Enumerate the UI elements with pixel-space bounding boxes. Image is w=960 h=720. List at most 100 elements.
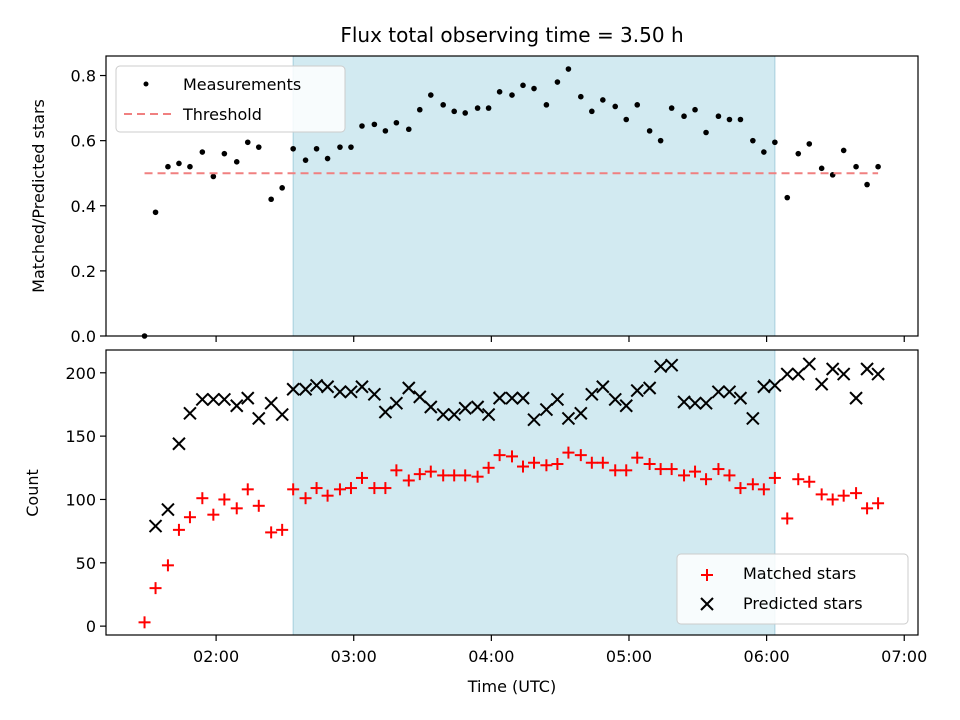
predicted-star-point <box>378 405 393 419</box>
predicted-star-point <box>492 391 507 405</box>
measurement-point <box>416 106 423 113</box>
matched-star-point <box>540 459 553 472</box>
measurement-point <box>405 126 412 133</box>
legend-threshold-label: Threshold <box>182 105 262 124</box>
predicted-star-point <box>206 392 221 407</box>
ratio-y-ticks: 0.0 0.2 0.4 0.6 0.8 <box>71 67 106 346</box>
predicted-star-point <box>699 396 713 410</box>
predicted-star-point <box>275 407 289 422</box>
predicted-star-point <box>402 381 416 395</box>
counts-x-ticks: 02:00 03:00 04:00 05:00 06:00 07:00 <box>193 635 927 666</box>
matched-star-point <box>643 458 656 470</box>
predicted-star-point <box>780 367 794 381</box>
matched-star-point <box>609 464 622 477</box>
measurement-point <box>600 97 606 103</box>
matched-star-point <box>781 512 794 525</box>
predicted-star-point <box>733 391 748 405</box>
measurement-point <box>806 141 813 147</box>
measurement-point <box>818 165 825 172</box>
predicted-star-point <box>664 358 679 372</box>
predicted-star-point <box>320 380 335 394</box>
predicted-star-point <box>561 411 576 426</box>
measurement-point <box>761 149 767 155</box>
measurement-point <box>451 108 457 115</box>
predicted-star-point <box>333 385 347 399</box>
measurement-points <box>141 66 881 339</box>
matched-star-point <box>803 475 816 488</box>
matched-star-point <box>218 493 231 506</box>
predicted-star-point <box>309 378 324 393</box>
matched-star-point <box>299 492 312 505</box>
measurement-point <box>393 119 400 126</box>
predicted-star-point <box>470 400 485 414</box>
matched-star-point <box>517 460 530 473</box>
measurement-point <box>485 105 492 111</box>
predicted-star-point <box>642 381 657 395</box>
measurement-point <box>233 159 240 165</box>
predicted-star-point <box>161 502 175 517</box>
measurement-point <box>531 85 537 92</box>
measurement-point <box>703 129 709 136</box>
predicted-star-point <box>195 392 210 407</box>
predicted-star-point <box>447 407 461 422</box>
predicted-star-point <box>230 399 244 413</box>
counts-y-ticks: 0 50 100 150 200 <box>65 364 106 636</box>
matched-star-point <box>562 446 575 459</box>
ratio-panel: 0.00.20.40.60.8 Matched/Predicted stars … <box>29 55 919 346</box>
measurement-point <box>152 209 159 216</box>
matched-star-point <box>379 482 392 495</box>
matched-star-point <box>585 456 598 469</box>
measurement-point <box>589 108 595 115</box>
predicted-star-point <box>768 378 782 393</box>
predicted-star-point <box>791 367 805 381</box>
matched-star-point <box>459 469 472 482</box>
predicted-star-point <box>860 362 874 376</box>
observing-window-shade-top <box>292 55 776 337</box>
x-tick-label: 05:00 <box>606 647 652 666</box>
matched-star-point <box>402 474 415 487</box>
measurement-point <box>474 105 481 111</box>
x-tick-label: 06:00 <box>744 647 790 666</box>
predicted-star-point <box>619 399 633 413</box>
matched-star-point <box>700 473 713 486</box>
matched-star-point <box>792 473 805 486</box>
predicted-star-point <box>389 396 404 410</box>
y-tick-label: 0.8 <box>71 67 96 86</box>
predicted-star-point <box>252 411 266 426</box>
predicted-star-point <box>286 382 300 396</box>
matched-star-point <box>757 483 770 496</box>
predicted-star-point <box>836 367 851 381</box>
predicted-star-point <box>527 412 541 427</box>
measurement-point <box>657 137 664 144</box>
predicted-star-point <box>413 390 427 404</box>
predicted-star-point <box>574 406 588 421</box>
predicted-star-point <box>481 407 496 422</box>
measurement-point <box>737 116 744 123</box>
matched-star-point <box>241 483 254 496</box>
predicted-star-point <box>849 391 863 405</box>
measurement-point <box>428 92 434 98</box>
matched-star-point <box>183 511 196 524</box>
x-tick-label: 04:00 <box>468 647 514 666</box>
measurement-point <box>715 113 722 120</box>
matched-star-point <box>712 463 725 476</box>
measurement-point <box>784 194 791 201</box>
matched-star-point <box>678 469 691 482</box>
matched-star-point <box>493 449 506 462</box>
y-tick-label: 0.6 <box>71 132 96 151</box>
predicted-star-point <box>264 396 278 410</box>
matched-star-point <box>265 526 278 539</box>
matched-star-point <box>482 461 495 474</box>
x-tick-label: 07:00 <box>881 647 927 666</box>
ratio-legend-box <box>115 65 346 133</box>
matched-star-point <box>528 456 541 469</box>
y-tick-label: 150 <box>65 427 96 446</box>
predicted-star-point <box>802 357 816 371</box>
matched-star-point <box>276 523 289 536</box>
matched-star-point <box>310 482 323 495</box>
legend-measurements-label: Measurements <box>183 75 301 94</box>
predicted-star-point <box>344 385 358 399</box>
measurement-point <box>462 110 469 116</box>
matched-star-point <box>172 523 185 536</box>
predicted-star-point <box>814 377 829 391</box>
